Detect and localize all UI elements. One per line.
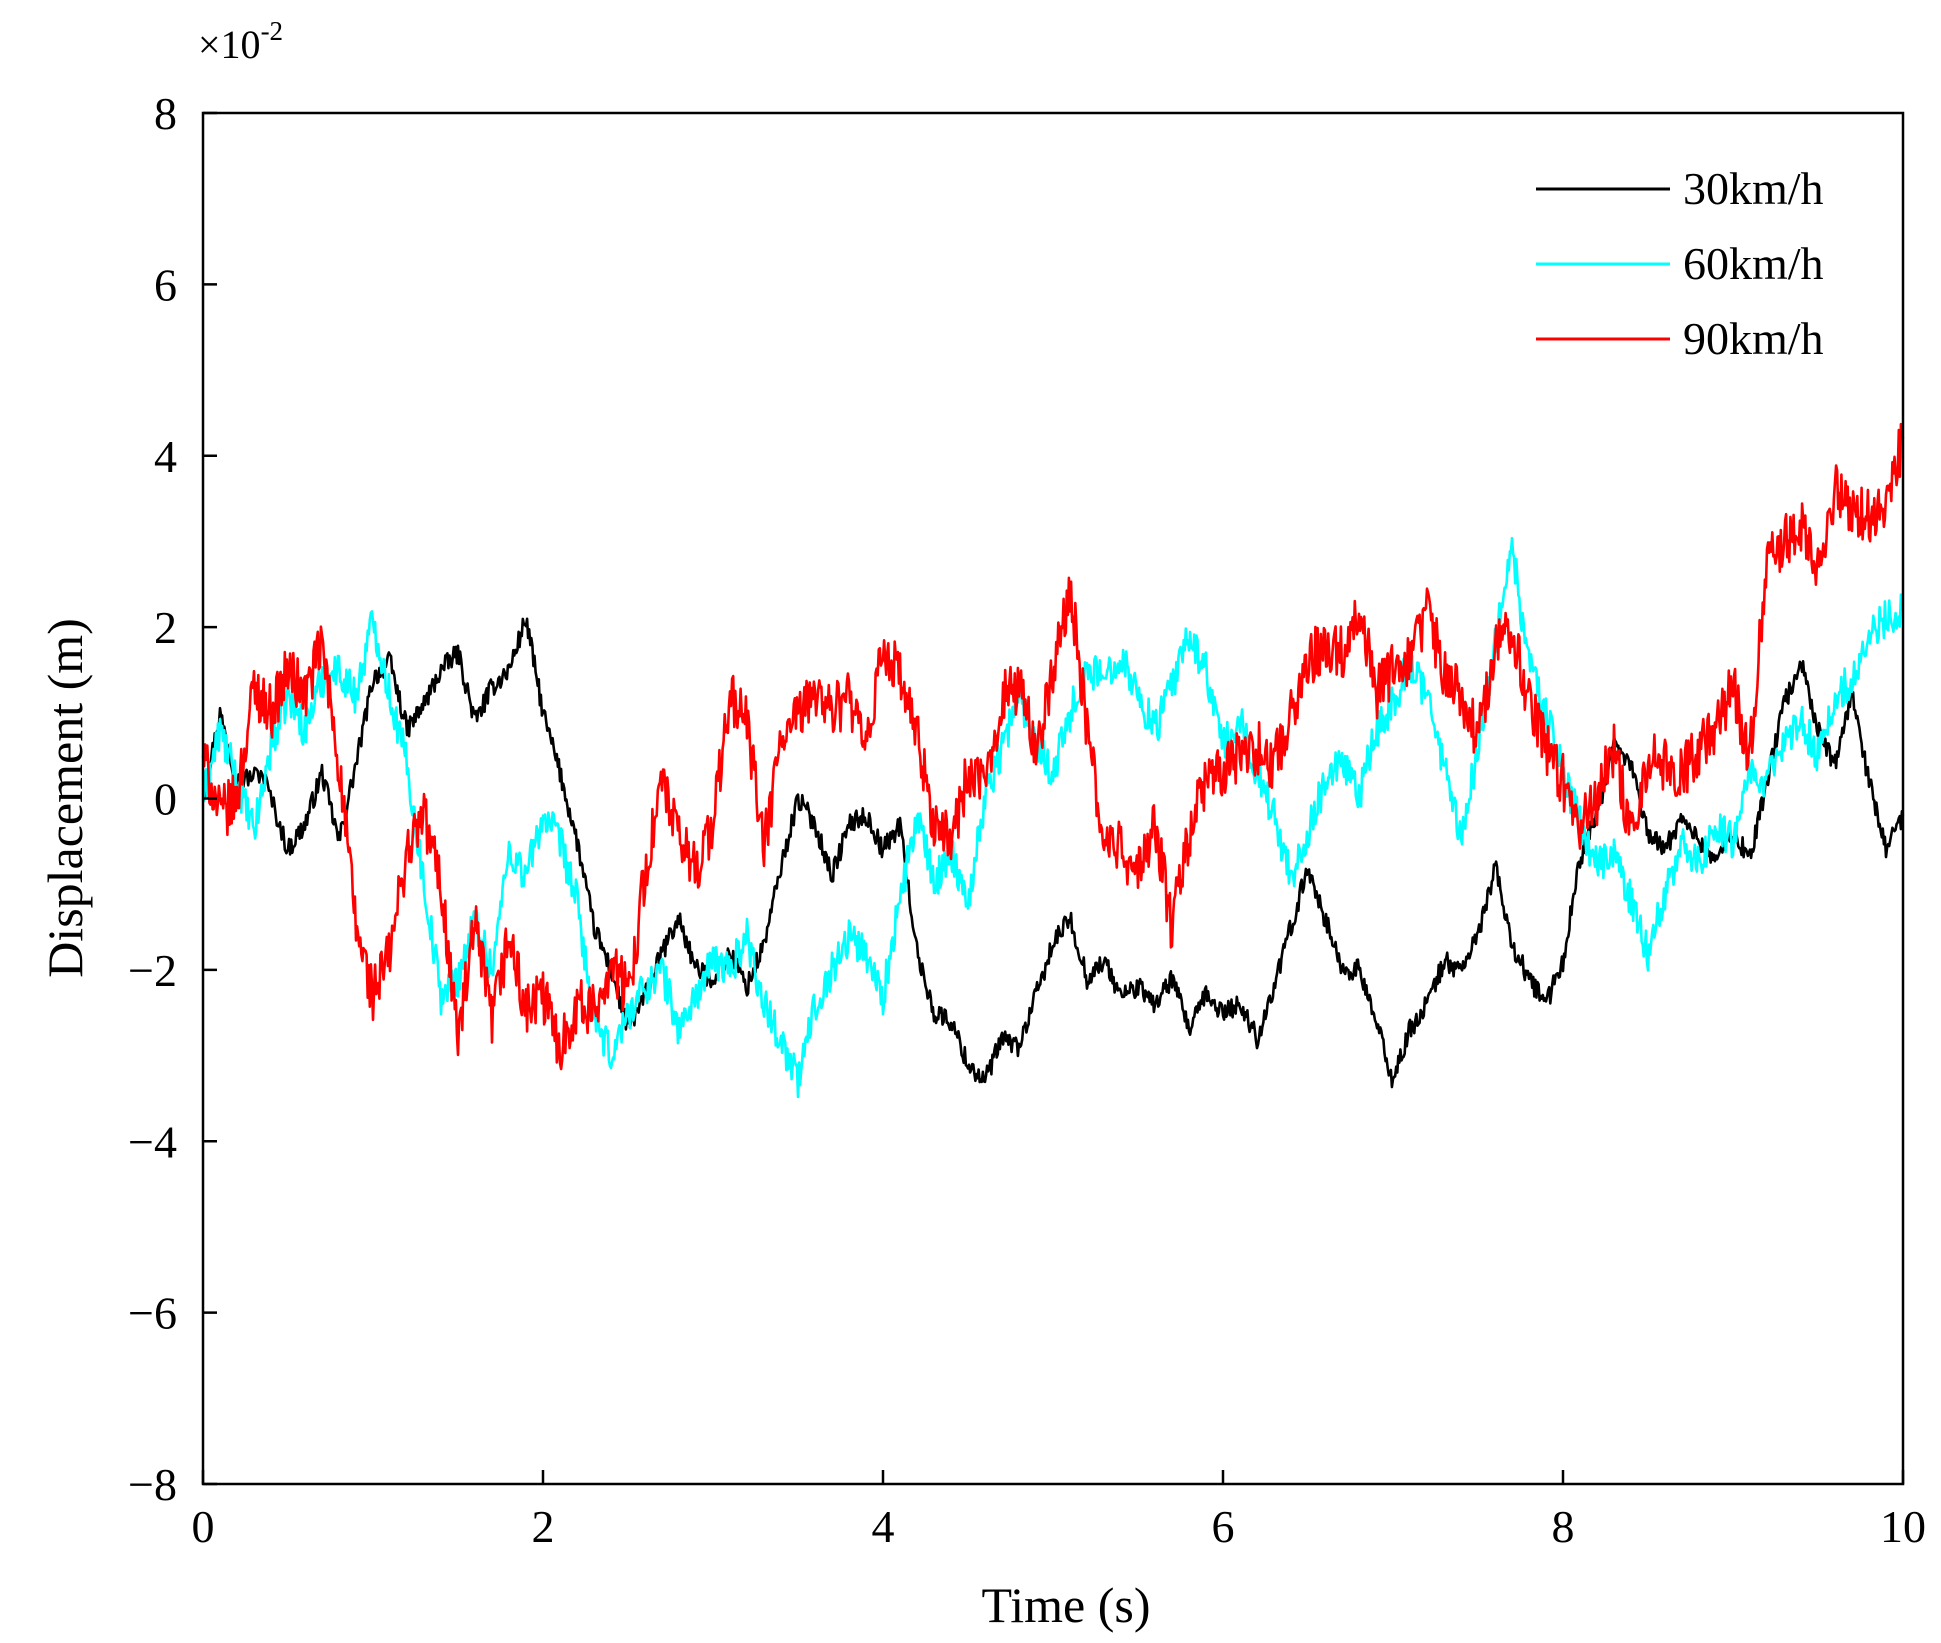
legend-label: 30km/h xyxy=(1683,163,1824,214)
series-layer xyxy=(201,422,1905,1099)
scale-factor-base: ×10 xyxy=(198,22,261,67)
legend: 30km/h 60km/h 90km/h xyxy=(1536,163,1824,364)
y-tick-label: 2 xyxy=(154,602,177,653)
x-tick-label: 10 xyxy=(1880,1501,1926,1552)
x-tick-label: 4 xyxy=(872,1501,895,1552)
y-tick-label: 0 xyxy=(154,774,177,825)
legend-label: 60km/h xyxy=(1683,238,1824,289)
x-axis-label: Time (s) xyxy=(981,1577,1150,1633)
y-axis-scale-factor: ×10-2 xyxy=(198,16,283,67)
scale-factor-exponent: -2 xyxy=(261,16,284,46)
y-tick-label: 6 xyxy=(154,259,177,310)
y-axis-ticks: 8 6 4 2 0 −2 −4 −6 −8 xyxy=(128,88,217,1510)
legend-label: 90km/h xyxy=(1683,313,1824,364)
y-tick-label: 8 xyxy=(154,88,177,139)
y-tick-label: −6 xyxy=(128,1288,177,1339)
x-tick-label: 0 xyxy=(192,1501,215,1552)
x-tick-label: 6 xyxy=(1212,1501,1235,1552)
y-axis-label: Displacement (m) xyxy=(37,618,93,978)
y-tick-label: −8 xyxy=(128,1459,177,1510)
y-tick-label: −2 xyxy=(128,945,177,996)
y-tick-label: 4 xyxy=(154,431,177,482)
x-axis-ticks: 0 2 4 6 8 10 xyxy=(192,1470,1926,1552)
series-line-30kmh xyxy=(202,617,1905,1089)
x-tick-label: 2 xyxy=(532,1501,555,1552)
y-tick-label: −4 xyxy=(128,1116,177,1167)
series-line-60kmh xyxy=(201,536,1905,1099)
x-tick-label: 8 xyxy=(1552,1501,1575,1552)
series-line-90kmh xyxy=(201,422,1905,1071)
plot-frame xyxy=(201,111,1905,1486)
